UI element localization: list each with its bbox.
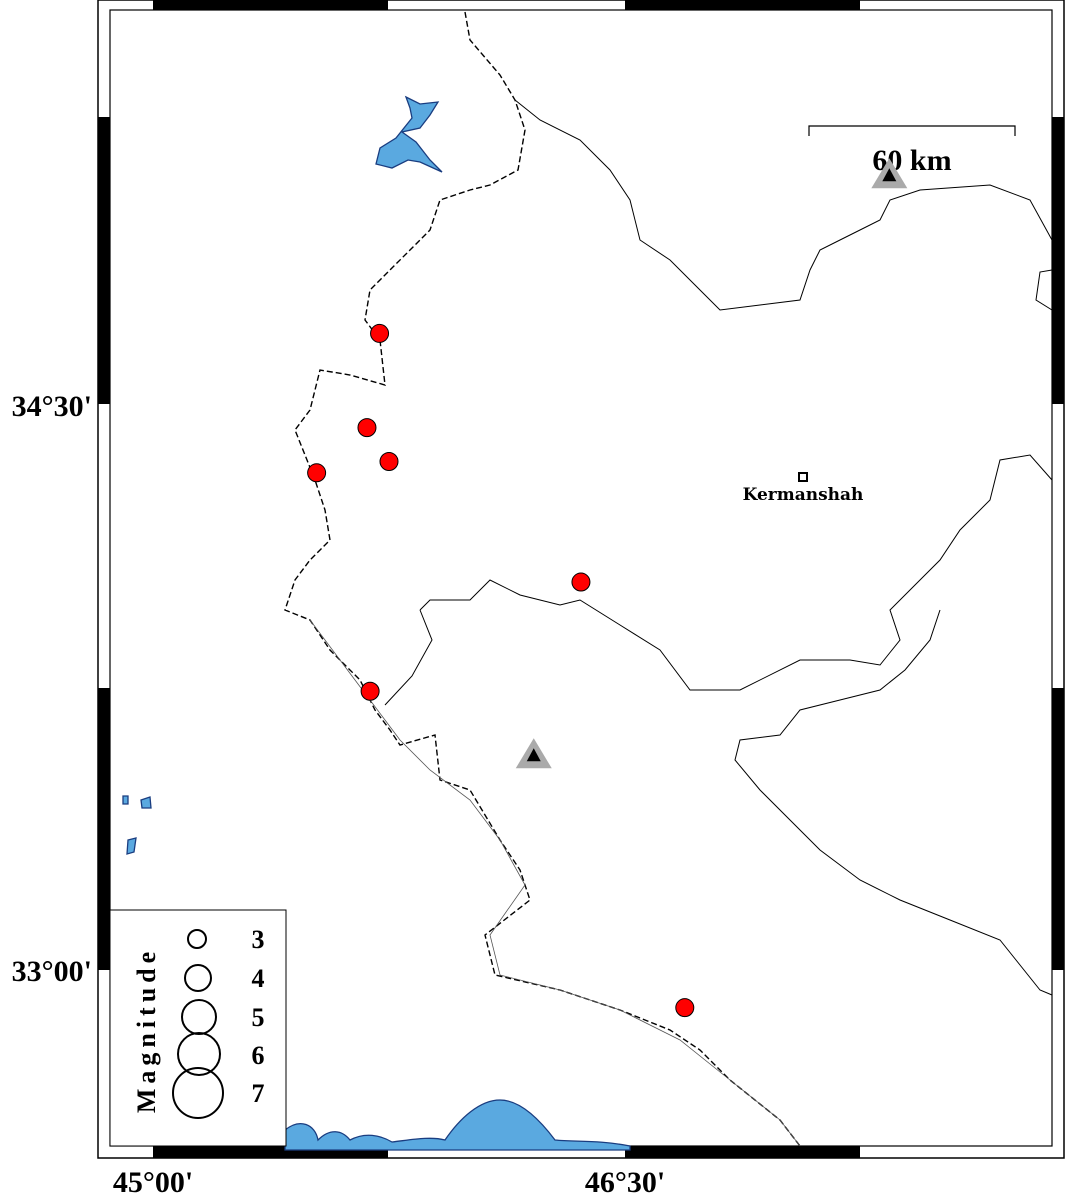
lon-tick-label: 46°30' bbox=[585, 1166, 665, 1195]
legend-circle-4 bbox=[184, 964, 212, 992]
reservoir bbox=[375, 95, 443, 173]
earthquake-event bbox=[370, 323, 390, 343]
legend-circle-7 bbox=[172, 1067, 224, 1119]
city-marker: Kermanshah bbox=[743, 472, 864, 505]
station-triangle-icon bbox=[515, 738, 552, 769]
legend-label: 4 bbox=[252, 964, 265, 993]
legend-label: 5 bbox=[252, 1003, 265, 1032]
province-boundaries bbox=[384, 99, 1053, 996]
earthquake-event bbox=[307, 463, 327, 483]
legend-label: 3 bbox=[252, 925, 265, 954]
earthquake-event bbox=[357, 418, 377, 438]
magnitude-legend: Magnitude 3 4 5 6 7 bbox=[109, 909, 287, 1147]
island bbox=[126, 837, 137, 855]
river bbox=[284, 1099, 631, 1151]
country-border-solid bbox=[309, 619, 801, 1147]
station-triangle-icon bbox=[871, 158, 908, 189]
legend-label: 6 bbox=[252, 1041, 265, 1070]
legend-title: Magnitude bbox=[132, 947, 161, 1113]
legend-circle-6 bbox=[177, 1032, 221, 1076]
city-label: Kermanshah bbox=[743, 485, 864, 505]
earthquake-event bbox=[379, 452, 399, 471]
lat-tick-label: 34°30' bbox=[12, 390, 92, 423]
earthquake-event bbox=[360, 681, 380, 701]
legend-label: 7 bbox=[252, 1079, 265, 1108]
island bbox=[140, 796, 152, 809]
country-border bbox=[284, 11, 801, 1147]
lat-tick-label: 33°00' bbox=[12, 955, 92, 988]
stations-layer bbox=[515, 158, 908, 769]
legend-circle-3 bbox=[187, 929, 207, 949]
earthquake-event bbox=[571, 572, 591, 592]
lon-tick-label: 45°00' bbox=[113, 1166, 193, 1195]
events-layer bbox=[307, 323, 695, 1018]
island bbox=[122, 795, 129, 805]
earthquake-event bbox=[675, 998, 695, 1018]
city-square-icon bbox=[798, 472, 808, 482]
water-bodies bbox=[122, 95, 631, 1151]
